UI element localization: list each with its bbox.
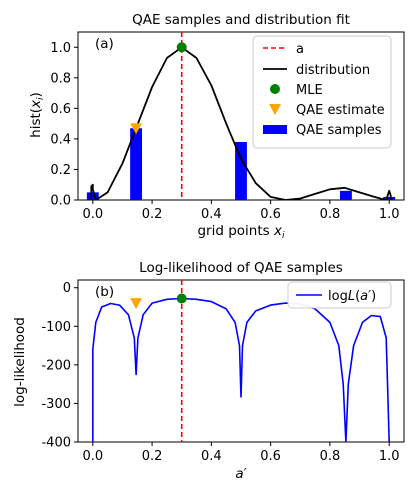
chart-b-ytick-label: 0 [63, 281, 71, 296]
legend-qae-samples-label: QAE samples [296, 123, 382, 138]
chart-b-plot-area: 0.0 0.2 0.4 0.6 0.8 1.0 0 -100 -200 -300 -400 [41, 279, 405, 464]
chart-a-bar [383, 196, 396, 200]
legend-box [287, 281, 392, 309]
chart-a-ytick-label: 0.8 [50, 71, 71, 86]
chart-b-legend: logL(a′) [287, 281, 392, 309]
chart-a-ytick-label: 0.6 [50, 102, 71, 117]
legend-qae-estimate-label: QAE estimate [296, 103, 385, 118]
chart-b: Log-likelihood of QAE samples 0.0 0.2 0.4 0… [12, 260, 405, 482]
legend-distribution-label: distribution [296, 63, 370, 78]
chart-a-plot-area: 0.0 0.2 0.4 0.6 0.8 1.0 0.0 0.2 0.4 0.6 0.8 1.0 [50, 31, 405, 222]
chart-b-ylabel: log-likelihood [12, 317, 28, 407]
chart-a-bar [86, 192, 99, 200]
chart-b-mle-marker [176, 293, 187, 304]
chart-b-xtick-label: 0.8 [320, 449, 341, 464]
chart-a-ytick-label: 0.2 [50, 163, 71, 178]
chart-a-distribution-line [90, 46, 392, 200]
chart-a-panel-label: (a) [95, 36, 114, 52]
chart-b-ytick-label: -100 [41, 320, 71, 335]
chart-a-xtick-label: 0.2 [142, 207, 163, 222]
legend-box [252, 35, 392, 149]
chart-a-xtick-label: 0.8 [320, 207, 341, 222]
chart-a: QAE samples and distribution fit 0.0 0.2 0… [28, 12, 405, 241]
chart-a-title: QAE samples and distribution fit [132, 12, 350, 28]
legend-a-label: a [296, 42, 304, 57]
chart-b-qae-estimate-marker [130, 298, 143, 310]
chart-a-ytick-label: 1.0 [50, 41, 71, 56]
chart-a-bar [130, 128, 143, 200]
legend-logl-label: logL(a′) [328, 289, 376, 304]
chart-b-ytick-label: -400 [41, 436, 71, 451]
chart-a-xtick-label: 1.0 [379, 207, 400, 222]
chart-b-xtick-label: 0.0 [82, 449, 103, 464]
chart-b-ytick-label: -300 [41, 397, 71, 412]
chart-b-xtick-label: 0.6 [260, 449, 281, 464]
chart-a-legend: a distribution MLE QAE estimate QAE samp… [252, 35, 392, 149]
chart-b-xlabel: a′ [235, 466, 246, 482]
legend-mle-swatch [270, 84, 280, 94]
chart-b-xtick-label: 0.2 [142, 449, 163, 464]
chart-b-ytick-label: -200 [41, 358, 71, 373]
legend-qae-samples-swatch [263, 125, 287, 134]
chart-b-series-line [92, 297, 390, 442]
chart-a-ytick-label: 0.0 [50, 194, 71, 209]
chart-a-xtick-label: 0.6 [260, 207, 281, 222]
chart-a-bar [235, 141, 247, 200]
chart-a-xlabel: grid points xi [197, 223, 285, 241]
chart-a-ylabel: hist(xi) [28, 92, 46, 138]
chart-a-qae-estimate-marker [130, 123, 143, 135]
chart-b-xtick-label: 0.4 [201, 449, 222, 464]
chart-a-xtick-label: 0.0 [82, 207, 103, 222]
chart-b-axes-frame [77, 279, 405, 443]
chart-a-ytick-label: 0.4 [50, 132, 71, 147]
legend-mle-label: MLE [296, 83, 323, 98]
chart-a-bar [339, 190, 352, 200]
chart-a-mle-marker [176, 42, 187, 53]
legend-qae-estimate-swatch [269, 104, 281, 115]
chart-a-xtick-label: 0.4 [201, 207, 222, 222]
chart-b-xtick-label: 1.0 [379, 449, 400, 464]
chart-b-panel-label: (b) [95, 284, 114, 300]
chart-b-title: Log-likelihood of QAE samples [139, 260, 343, 276]
